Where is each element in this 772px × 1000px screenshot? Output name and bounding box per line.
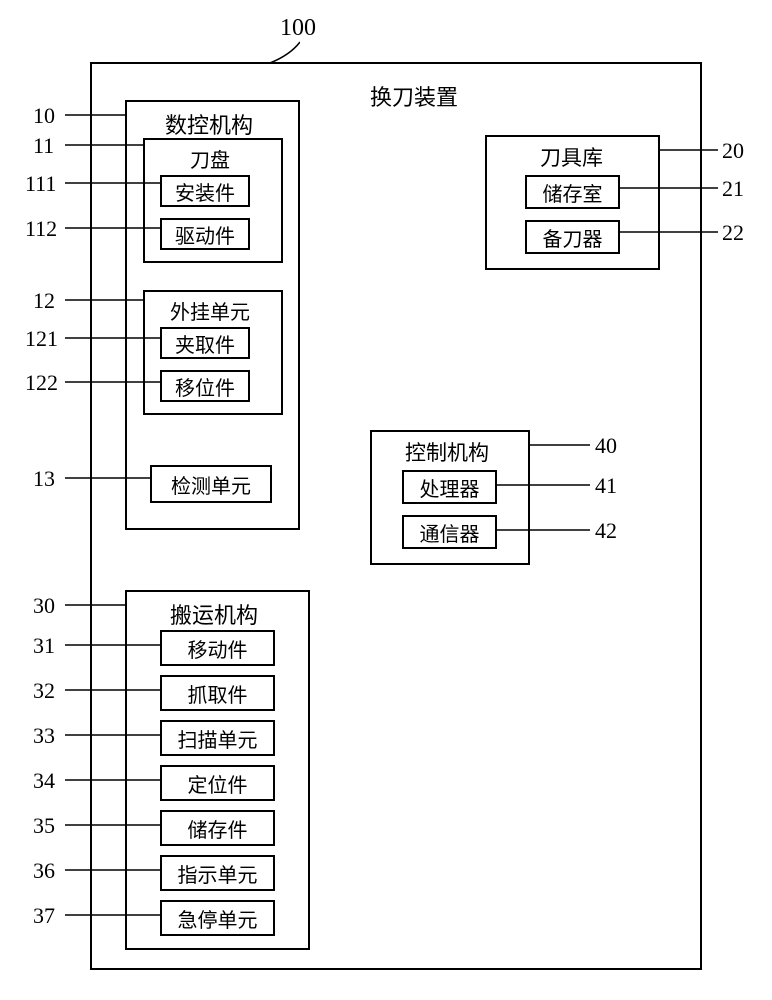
drive-box: 驱动件 [160,218,250,250]
estop-box: 急停单元 [160,900,275,936]
nc-title: 数控机构 [165,108,253,140]
indicate-label: 指示单元 [178,859,258,888]
store-box: 储存件 [160,810,275,846]
scan-label: 扫描单元 [178,724,258,753]
spare-label: 备刀器 [543,223,603,252]
ref-41: 41 [595,473,617,499]
ref-12: 12 [33,288,55,314]
move-label: 移动件 [188,634,248,663]
ref-35: 35 [33,813,55,839]
ref-32: 32 [33,678,55,704]
ref-36: 36 [33,858,55,884]
ref-122: 122 [25,370,58,396]
ref-33: 33 [33,723,55,749]
clamp-label: 夹取件 [175,329,235,358]
cutter-title: 刀盘 [190,144,230,173]
ref-22: 22 [722,220,744,246]
ref-21: 21 [722,176,744,202]
detect-box: 检测单元 [150,465,272,503]
move-box: 移动件 [160,630,275,666]
storage-box: 储存室 [525,175,620,209]
storage-label: 储存室 [543,178,603,207]
ref-40: 40 [595,433,617,459]
external-title: 外挂单元 [170,296,250,325]
control-title: 控制机构 [405,437,489,467]
comm-box: 通信器 [402,515,497,549]
diagram-canvas: 100 换刀装置 数控机构 刀盘 安装件 驱动件 外挂单元 夹取件 移位件 检测… [0,0,772,1000]
store-label: 储存件 [188,814,248,843]
ref-112: 112 [25,216,57,242]
ref-31: 31 [33,633,55,659]
indicate-box: 指示单元 [160,855,275,891]
ref-37: 37 [33,903,55,929]
outer-title: 换刀装置 [370,80,458,112]
shift-label: 移位件 [175,372,235,401]
ref-11: 11 [33,133,54,159]
spare-box: 备刀器 [525,220,620,254]
transport-title: 搬运机构 [170,598,258,630]
mount-label: 安装件 [175,177,235,206]
processor-label: 处理器 [420,473,480,502]
ref-100: 100 [280,15,316,42]
shift-box: 移位件 [160,370,250,402]
ref-34: 34 [33,768,55,794]
ref-30: 30 [33,593,55,619]
clamp-box: 夹取件 [160,327,250,359]
grab-label: 抓取件 [188,679,248,708]
processor-box: 处理器 [402,470,497,504]
ref-121: 121 [25,326,58,352]
mount-box: 安装件 [160,175,250,207]
ref-10: 10 [33,103,55,129]
magazine-title: 刀具库 [540,142,603,172]
ref-42: 42 [595,518,617,544]
estop-label: 急停单元 [178,904,258,933]
locate-box: 定位件 [160,765,275,801]
ref-111: 111 [25,171,56,197]
detect-label: 检测单元 [171,470,251,499]
drive-label: 驱动件 [175,220,235,249]
grab-box: 抓取件 [160,675,275,711]
scan-box: 扫描单元 [160,720,275,756]
comm-label: 通信器 [420,518,480,547]
ref-13: 13 [33,466,55,492]
locate-label: 定位件 [188,769,248,798]
ref-20: 20 [722,138,744,164]
